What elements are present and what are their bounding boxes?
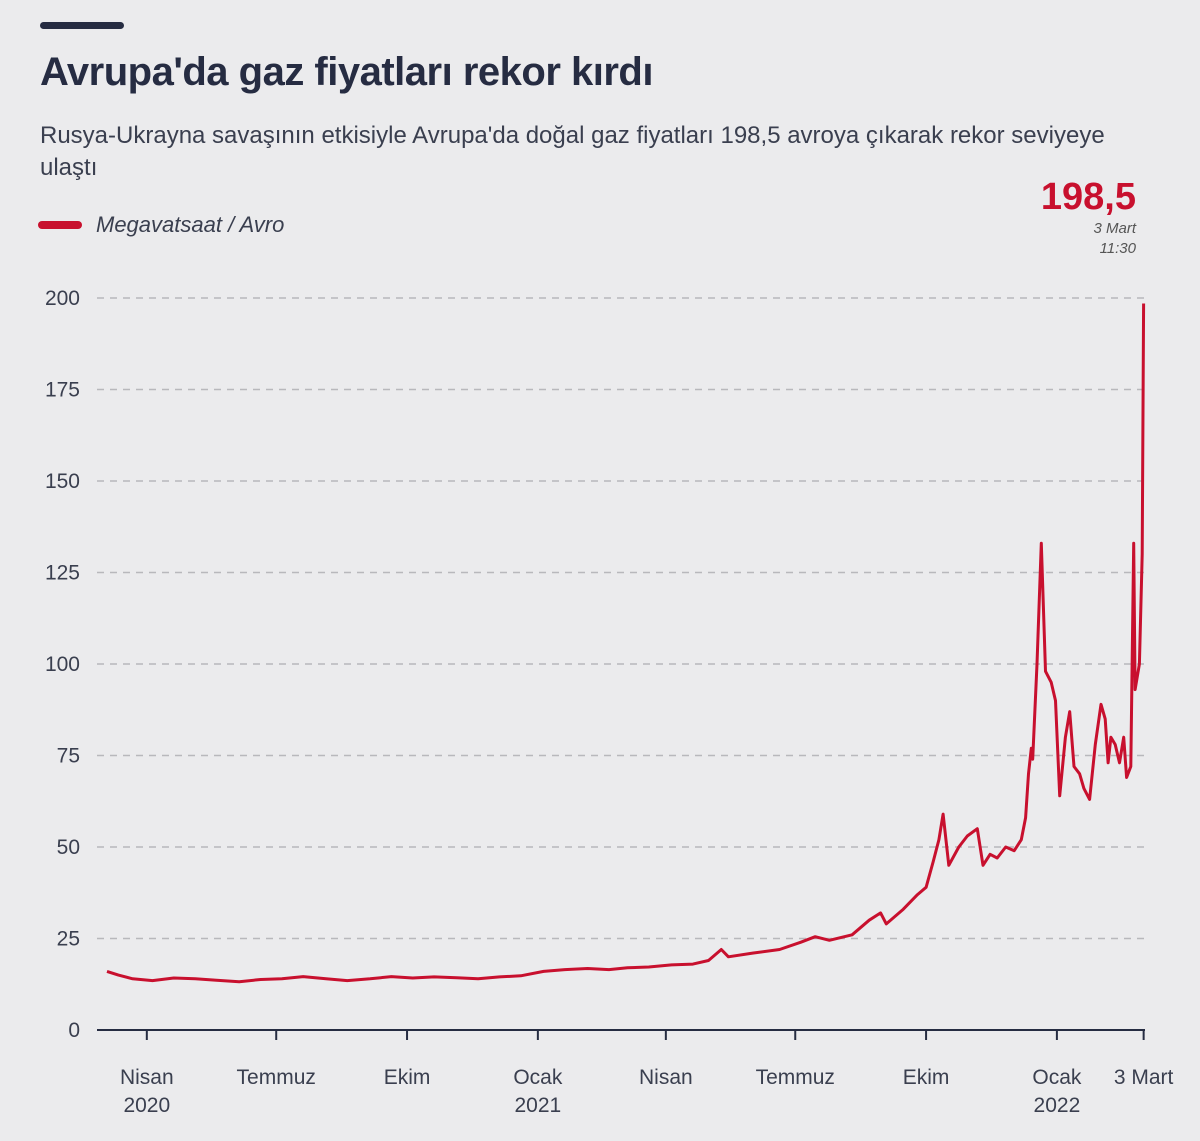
peak-annotation: 198,5 3 Mart 11:30: [1041, 176, 1136, 259]
x-tick-year: 2020: [123, 1094, 170, 1117]
x-tick-label: Ekim: [384, 1066, 431, 1089]
y-tick-label: 0: [68, 1019, 80, 1042]
x-tick-year: 2022: [1034, 1094, 1081, 1117]
series-line: [106, 303, 1146, 984]
title-accent-bar: [40, 22, 124, 29]
peak-date: 3 Mart: [1093, 220, 1136, 237]
y-tick-label: 25: [57, 928, 80, 951]
chart-subtitle: Rusya-Ukrayna savaşının etkisiyle Avrupa…: [40, 122, 1105, 181]
legend-swatch: [38, 221, 82, 229]
legend-label: Megavatsaat / Avro: [96, 212, 285, 237]
peak-value: 198,5: [1040, 176, 1136, 218]
legend: Megavatsaat / Avro: [38, 212, 284, 238]
x-tick-year: 2021: [515, 1094, 562, 1117]
x-tick-label: Nisan: [639, 1066, 693, 1089]
x-tick-label: Ocak: [1032, 1066, 1082, 1089]
chart-title: Avrupa'da gaz fiyatları rekor kırdı: [40, 50, 653, 94]
x-tick-label: Temmuz: [756, 1066, 835, 1089]
y-tick-label: 75: [57, 745, 80, 768]
x-tick-label: Ekim: [903, 1066, 950, 1089]
x-tick-label: Temmuz: [237, 1066, 316, 1089]
x-tick-label: 3 Mart: [1114, 1066, 1174, 1089]
peak-time: 11:30: [1099, 240, 1136, 257]
x-tick-label: Ocak: [513, 1066, 563, 1089]
y-tick-label: 100: [45, 653, 80, 676]
y-tick-label: 125: [45, 562, 80, 585]
y-tick-label: 200: [45, 287, 80, 310]
y-tick-label: 50: [57, 836, 80, 859]
y-tick-label: 175: [45, 379, 80, 402]
x-tick-label: Nisan: [120, 1066, 174, 1089]
y-tick-label: 150: [45, 470, 80, 493]
